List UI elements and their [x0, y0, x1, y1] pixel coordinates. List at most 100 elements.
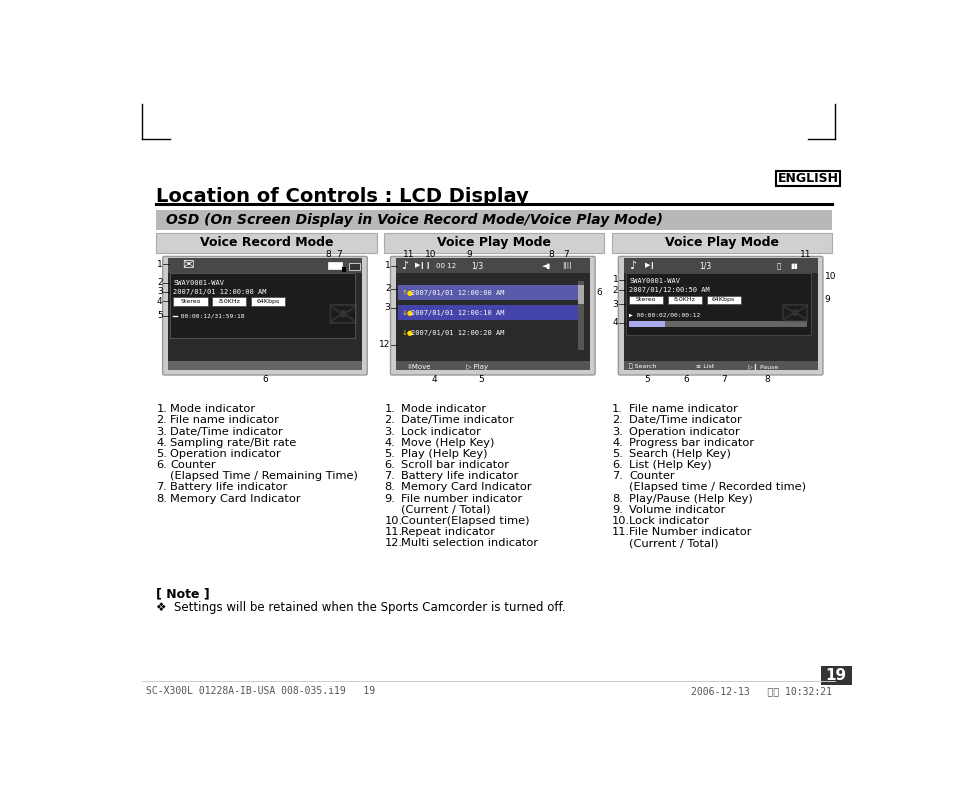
Text: Location of Controls : LCD Display: Location of Controls : LCD Display: [156, 187, 529, 206]
Text: ||||: ||||: [561, 262, 571, 269]
Text: 19: 19: [824, 668, 846, 683]
Text: ◄▮: ◄▮: [542, 262, 551, 269]
Text: Sampling rate/Bit rate: Sampling rate/Bit rate: [171, 438, 296, 448]
Text: File number indicator: File number indicator: [401, 493, 522, 504]
Text: 6: 6: [596, 288, 601, 297]
Text: 9.: 9.: [612, 504, 622, 515]
Text: 1.: 1.: [384, 404, 395, 415]
Bar: [156, 210, 831, 230]
Text: Repeat indicator: Repeat indicator: [401, 527, 495, 537]
Text: [ Note ]: [ Note ]: [156, 588, 210, 601]
Text: Progress bar indicator: Progress bar indicator: [629, 438, 754, 448]
Text: 3: 3: [384, 303, 390, 313]
Text: 11.: 11.: [612, 527, 630, 537]
Text: ✉: ✉: [779, 298, 808, 333]
Text: 10.: 10.: [384, 516, 402, 526]
Text: (Current / Total): (Current / Total): [401, 504, 491, 515]
Text: File Number indicator: File Number indicator: [629, 527, 751, 537]
Text: File name indicator: File name indicator: [171, 415, 279, 425]
Text: Operation indicator: Operation indicator: [171, 449, 281, 459]
Bar: [776, 171, 840, 186]
Text: 2: 2: [384, 284, 390, 294]
Bar: [328, 261, 342, 269]
Text: 5.: 5.: [612, 449, 622, 459]
Bar: [625, 273, 810, 335]
Bar: [820, 666, 851, 685]
Text: 64Kbps: 64Kbps: [256, 298, 279, 304]
Text: Battery life indicator: Battery life indicator: [171, 482, 288, 492]
Text: 4: 4: [432, 375, 437, 384]
Text: 6.: 6.: [156, 460, 167, 470]
Text: 9: 9: [823, 295, 829, 304]
Text: 4.: 4.: [384, 438, 395, 448]
Bar: [348, 262, 359, 270]
Text: 2007/01/01 12:00:00 AM: 2007/01/01 12:00:00 AM: [173, 289, 267, 295]
Text: 2007/01/12:00:50 AM: 2007/01/12:00:50 AM: [629, 287, 709, 294]
Text: Stereo: Stereo: [180, 298, 200, 304]
Text: 8.: 8.: [612, 493, 622, 504]
Text: 10: 10: [425, 249, 436, 258]
Bar: [623, 258, 817, 273]
Text: 8.: 8.: [384, 482, 395, 492]
Text: File name indicator: File name indicator: [629, 404, 738, 415]
Text: 4.: 4.: [156, 438, 167, 448]
Text: Operation indicator: Operation indicator: [629, 427, 740, 436]
Text: 5: 5: [643, 375, 649, 384]
Text: ✉: ✉: [326, 297, 358, 334]
Text: 10.: 10.: [612, 516, 630, 526]
Text: 4.: 4.: [612, 438, 622, 448]
Text: 8: 8: [547, 249, 554, 258]
Bar: [251, 298, 285, 306]
Text: 1: 1: [156, 260, 162, 269]
Text: 1/3: 1/3: [471, 261, 483, 270]
Text: 5.: 5.: [156, 449, 167, 459]
Text: ❖  Settings will be retained when the Sports Camcorder is turned off.: ❖ Settings will be retained when the Spo…: [156, 601, 565, 614]
Bar: [156, 233, 376, 253]
Text: 5: 5: [156, 311, 162, 320]
Text: 1/3: 1/3: [699, 261, 711, 270]
Text: ▷❙ Pause: ▷❙ Pause: [747, 363, 778, 370]
Text: 9.: 9.: [384, 493, 395, 504]
Text: ▶ 00:00:02/00:00:12: ▶ 00:00:02/00:00:12: [629, 313, 700, 318]
Text: 1: 1: [384, 261, 390, 270]
Text: ≡ List: ≡ List: [696, 364, 714, 369]
Bar: [706, 296, 740, 304]
Bar: [395, 258, 589, 273]
Text: Memory Card Indicator: Memory Card Indicator: [401, 482, 532, 492]
FancyBboxPatch shape: [618, 257, 822, 375]
Text: 4: 4: [612, 318, 618, 327]
Text: 7: 7: [336, 249, 342, 258]
Bar: [397, 305, 582, 320]
FancyBboxPatch shape: [162, 257, 367, 375]
Text: Counter(Elapsed time): Counter(Elapsed time): [401, 516, 529, 526]
Text: Voice Play Mode: Voice Play Mode: [436, 237, 551, 249]
Text: 12: 12: [378, 341, 390, 350]
Text: 2.: 2.: [156, 415, 167, 425]
Text: 7: 7: [563, 249, 569, 258]
Text: 🔒: 🔒: [776, 262, 781, 269]
Text: 2.: 2.: [612, 415, 622, 425]
Text: SC-X300L 01228A-IB-USA 008-035.i19   19: SC-X300L 01228A-IB-USA 008-035.i19 19: [146, 687, 375, 696]
Bar: [395, 261, 589, 371]
Text: 64Kbps: 64Kbps: [711, 297, 735, 302]
Bar: [612, 233, 831, 253]
Text: Memory Card Indicator: Memory Card Indicator: [171, 493, 301, 504]
Bar: [629, 321, 806, 327]
Text: 6.: 6.: [384, 460, 395, 470]
Bar: [168, 361, 361, 371]
Bar: [384, 233, 604, 253]
FancyBboxPatch shape: [390, 257, 595, 375]
Text: 8: 8: [325, 249, 331, 258]
Text: 8.: 8.: [156, 493, 167, 504]
Text: 7.: 7.: [156, 482, 167, 492]
Text: 5: 5: [477, 375, 483, 384]
Bar: [667, 296, 701, 304]
Text: 11: 11: [403, 249, 415, 258]
Text: Mode indicator: Mode indicator: [171, 404, 255, 415]
Text: 9: 9: [466, 249, 472, 258]
Text: 3: 3: [612, 300, 618, 309]
Text: ▷ Play: ▷ Play: [466, 363, 488, 370]
Text: (Elapsed time / Recorded time): (Elapsed time / Recorded time): [629, 482, 805, 492]
Bar: [578, 285, 583, 304]
Text: ♪: ♪: [628, 261, 636, 270]
